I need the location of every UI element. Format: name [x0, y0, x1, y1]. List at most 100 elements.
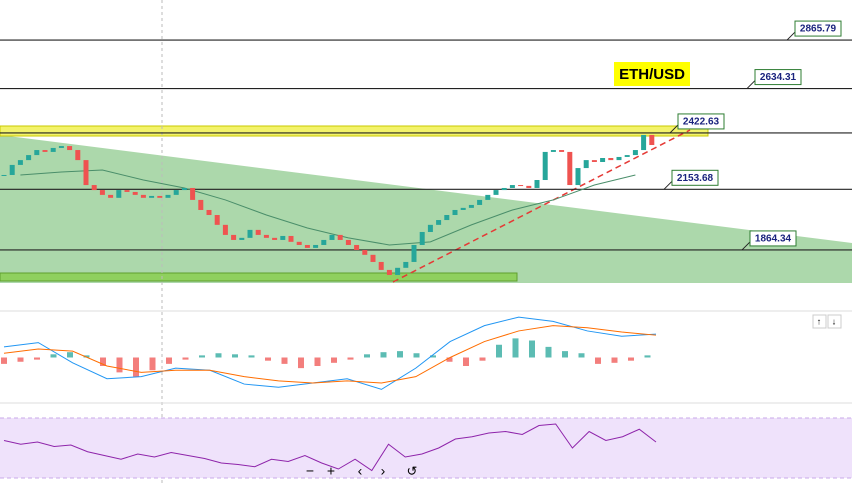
candle — [222, 224, 228, 235]
candle — [132, 191, 138, 195]
label-leader — [741, 241, 751, 251]
move-up[interactable] — [812, 314, 827, 329]
level-label-box — [749, 230, 797, 247]
candle — [116, 190, 122, 198]
macd-bar — [1, 357, 7, 364]
candle — [58, 146, 64, 148]
chart-title: ETH/USD — [619, 66, 685, 83]
candle — [42, 150, 48, 152]
level-label-box — [754, 69, 802, 86]
candle — [17, 160, 23, 165]
candle — [591, 160, 597, 162]
macd-bar — [182, 357, 189, 360]
candle — [165, 194, 171, 198]
macd-bar — [446, 357, 453, 362]
macd-bar — [248, 355, 255, 358]
candle — [1, 174, 7, 176]
macd-bar — [331, 357, 337, 363]
candle — [460, 207, 466, 210]
candle — [272, 237, 278, 240]
candle — [559, 150, 565, 152]
pane-controls: ↑ ↓ — [812, 314, 842, 329]
candle — [477, 199, 483, 205]
candle — [50, 147, 56, 152]
candle — [247, 229, 253, 238]
macd-bar — [347, 357, 354, 360]
candle — [91, 185, 97, 191]
macd-bar — [67, 352, 73, 358]
macd-bar — [430, 355, 436, 358]
rsi-line — [3, 423, 657, 472]
candle — [501, 187, 507, 191]
candle — [313, 244, 319, 248]
candle — [542, 151, 548, 181]
macd-bar — [34, 357, 40, 360]
candle — [550, 150, 556, 152]
candle — [386, 269, 392, 275]
macd-bar — [265, 357, 271, 361]
zoom-in[interactable]: + — [327, 463, 335, 479]
macd-bar — [199, 355, 205, 358]
scroll-left[interactable]: ‹ — [358, 463, 363, 479]
macd-bar — [644, 355, 651, 358]
candle — [616, 156, 622, 161]
level-label: 1864.34 — [755, 234, 792, 245]
candle — [518, 185, 524, 187]
macd-bar — [545, 346, 552, 358]
triangle-zone — [0, 135, 852, 283]
candle — [239, 237, 245, 240]
candle — [624, 155, 630, 157]
candle — [9, 164, 15, 175]
macd-bar — [562, 351, 568, 358]
macd-bar — [50, 354, 57, 358]
macd-bar — [314, 357, 321, 366]
candle — [608, 158, 614, 161]
candle — [296, 241, 302, 245]
candle — [321, 239, 327, 245]
candle — [26, 155, 32, 161]
candle — [108, 194, 114, 198]
candle — [468, 204, 474, 208]
support-band — [0, 272, 518, 282]
macd-bar — [512, 338, 519, 358]
candle — [493, 190, 499, 195]
macd-signal — [3, 325, 657, 384]
level-label-box — [794, 20, 842, 37]
macd-bar — [166, 357, 172, 364]
macd-bar — [298, 357, 304, 369]
candle — [329, 234, 335, 240]
candle — [34, 150, 40, 156]
macd-bar — [215, 353, 222, 358]
candle — [83, 160, 89, 186]
zoom-out[interactable]: − — [306, 463, 314, 479]
macd-bar — [463, 357, 469, 366]
title-bg — [614, 62, 690, 86]
macd-bar — [83, 355, 90, 358]
candle — [181, 187, 187, 191]
move-down[interactable] — [827, 314, 842, 329]
candle — [575, 168, 581, 186]
scroll-right[interactable]: › — [381, 463, 386, 479]
candle — [149, 195, 155, 198]
candle — [280, 235, 286, 240]
candle — [378, 261, 384, 270]
candle — [190, 187, 196, 200]
candle — [436, 220, 442, 225]
macd-bar — [380, 352, 387, 358]
level-label-box — [671, 169, 719, 186]
candle — [345, 239, 351, 245]
macd-bar — [364, 354, 370, 358]
candle — [231, 234, 237, 240]
candle — [567, 151, 573, 186]
level-label: 2865.79 — [800, 24, 837, 35]
candle — [173, 190, 179, 195]
candle — [419, 231, 425, 245]
candle — [452, 209, 458, 216]
reset[interactable]: ↺ — [407, 463, 418, 478]
candle — [509, 185, 515, 188]
candle — [411, 244, 417, 262]
label-leader — [669, 124, 679, 134]
candle — [632, 150, 638, 156]
candle — [600, 158, 606, 162]
